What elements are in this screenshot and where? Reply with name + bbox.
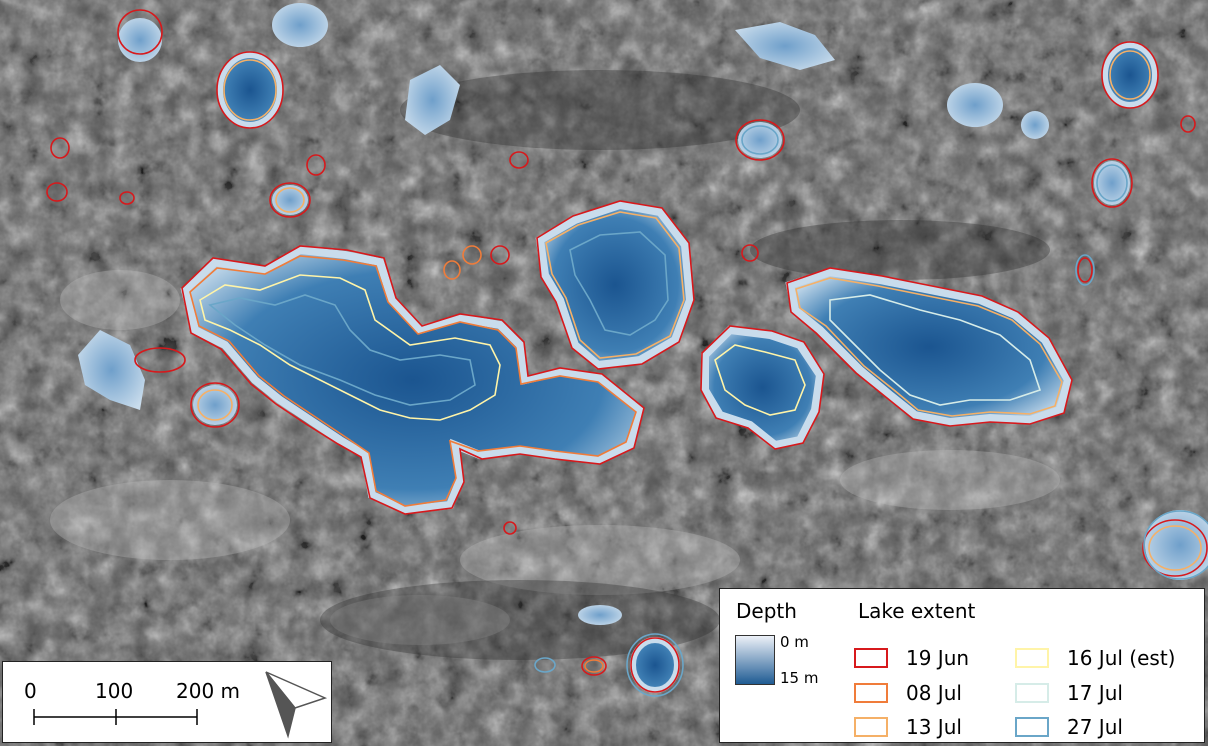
outline-m-2 bbox=[462, 245, 482, 265]
outline-m-1 bbox=[741, 244, 759, 262]
outline-w-7 bbox=[119, 191, 135, 205]
terrain-light-patches bbox=[50, 270, 1060, 645]
lake-extent-outlines bbox=[46, 9, 1208, 697]
terrain-dark-patches bbox=[320, 70, 1050, 660]
extent-label-17jul: 17 Jul bbox=[1067, 681, 1123, 705]
outline-n-4 bbox=[509, 151, 529, 169]
outline-19jun-mideast bbox=[700, 325, 825, 450]
lake-north-central bbox=[535, 200, 695, 370]
lake-s-2 bbox=[630, 637, 680, 693]
outline-27jul-north bbox=[569, 231, 669, 336]
extent-swatch-19jun bbox=[854, 648, 888, 668]
outline-mid-n-b bbox=[741, 125, 779, 155]
scale-tick-200: 200 m bbox=[176, 679, 241, 703]
outline-ne-7 bbox=[1075, 254, 1095, 286]
outline-ne-4 bbox=[1101, 41, 1159, 109]
scale-tick-100: 100 bbox=[95, 679, 134, 703]
outline-w-3 bbox=[269, 182, 311, 218]
outline-s-0 bbox=[503, 521, 517, 535]
extent-label-27jul: 27 Jul bbox=[1067, 715, 1123, 739]
outline-27jul-main bbox=[208, 294, 476, 406]
outline-s-1 bbox=[581, 656, 607, 676]
outline-ne-5b bbox=[1096, 164, 1128, 202]
lake-ne-5 bbox=[1094, 161, 1130, 205]
legend-panel: Depth 0 m 15 m Lake extent 19 Jun 08 Jul… bbox=[719, 588, 1205, 743]
outline-w-4 bbox=[134, 347, 186, 373]
extent-swatch-17jul bbox=[1015, 683, 1049, 703]
lake-mid-n bbox=[738, 122, 782, 158]
lake-depth-fills bbox=[78, 3, 1208, 693]
lake-s-1 bbox=[578, 605, 622, 625]
depth-color-ramp bbox=[735, 635, 775, 685]
outline-w-3b bbox=[275, 187, 305, 213]
lake-nw-1 bbox=[217, 52, 283, 128]
scale-bar-panel: 0 100 200 m bbox=[2, 661, 332, 743]
lake-se-1 bbox=[1145, 510, 1208, 580]
north-arrow-icon bbox=[265, 671, 328, 739]
outline-19jun-north bbox=[536, 200, 695, 370]
lake-w-3 bbox=[272, 185, 308, 215]
outline-13jul-east bbox=[795, 277, 1063, 417]
outline-w-5 bbox=[50, 137, 70, 159]
outline-nw-1 bbox=[216, 51, 284, 129]
outline-17jul-main bbox=[199, 274, 501, 421]
outline-n-3 bbox=[306, 154, 326, 176]
lake-nw-2 bbox=[118, 18, 162, 62]
outline-m-3 bbox=[490, 245, 510, 265]
depth-legend-title: Depth bbox=[736, 599, 797, 623]
outline-w-2b bbox=[197, 389, 233, 421]
outline-08jul-main bbox=[189, 255, 637, 507]
lake-ne-3 bbox=[1021, 111, 1049, 139]
outline-se-1 bbox=[1142, 519, 1208, 577]
extent-swatch-13jul bbox=[854, 717, 888, 737]
lake-ne-1 bbox=[735, 22, 835, 70]
outline-w-6 bbox=[46, 182, 68, 202]
outline-se-1b bbox=[1148, 525, 1202, 571]
outline-w-2 bbox=[190, 382, 240, 428]
outline-ne-5 bbox=[1091, 158, 1133, 208]
outline-13jul-north bbox=[545, 211, 685, 359]
outline-mid-n bbox=[735, 119, 785, 161]
extent-label-13jul: 13 Jul bbox=[906, 715, 962, 739]
outline-ne-4b bbox=[1109, 50, 1151, 100]
depth-max-label: 15 m bbox=[780, 669, 819, 687]
extent-label-19jun: 19 Jun bbox=[906, 646, 970, 670]
outline-s-1b bbox=[584, 659, 604, 673]
extent-swatch-16jul bbox=[1015, 648, 1049, 668]
lake-main-west bbox=[180, 245, 645, 515]
outline-27jul-east bbox=[829, 294, 1042, 406]
outline-27jul-mideast bbox=[714, 344, 806, 416]
outline-19jun-east bbox=[786, 267, 1073, 427]
extent-legend-title: Lake extent bbox=[858, 599, 976, 623]
outline-ne-6 bbox=[1180, 115, 1196, 133]
outline-s-2 bbox=[630, 637, 680, 693]
outline-nw-1b bbox=[223, 59, 277, 121]
outline-19jun-main bbox=[181, 245, 645, 515]
outline-ne-7b bbox=[1077, 257, 1093, 283]
depth-min-label: 0 m bbox=[780, 633, 809, 651]
outline-n-5 bbox=[117, 9, 163, 55]
extent-label-08jul: 08 Jul bbox=[906, 681, 962, 705]
scale-tick-0: 0 bbox=[24, 679, 37, 703]
lake-n-1 bbox=[272, 3, 328, 47]
lake-w-2 bbox=[193, 385, 237, 425]
outline-se-1c bbox=[1143, 510, 1208, 580]
scale-bar bbox=[33, 671, 328, 739]
extent-swatch-08jul bbox=[854, 683, 888, 703]
lake-ne-4 bbox=[1102, 42, 1158, 108]
lake-n-2 bbox=[405, 65, 460, 135]
outline-s-2b bbox=[626, 633, 684, 697]
extent-label-16jul: 16 Jul (est) bbox=[1067, 646, 1176, 670]
lake-east bbox=[785, 267, 1073, 427]
extent-swatch-27jul bbox=[1015, 717, 1049, 737]
lake-ne-2 bbox=[947, 83, 1003, 127]
lake-west-small bbox=[78, 330, 145, 410]
outline-m-4 bbox=[443, 260, 461, 280]
outline-s-1c bbox=[534, 657, 556, 673]
